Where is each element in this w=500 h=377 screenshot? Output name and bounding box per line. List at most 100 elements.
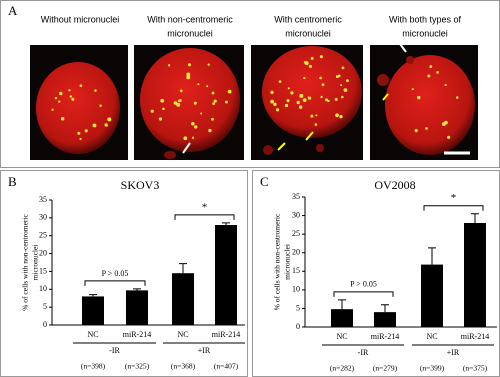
y-tick-label: 15 [39, 266, 47, 275]
significance-bracket [333, 291, 394, 297]
focus [162, 107, 165, 111]
focus [341, 66, 345, 70]
micronucleus [406, 56, 414, 64]
focus [447, 135, 451, 139]
arrow [399, 43, 407, 53]
bar [215, 225, 237, 325]
focus [427, 74, 431, 78]
significance-label: * [202, 201, 208, 213]
group-label: -IR [358, 348, 369, 357]
image-caption: With centromeric [274, 14, 342, 24]
focus [176, 102, 181, 107]
focus [411, 88, 414, 91]
bar [464, 223, 486, 327]
x-tick-label: NC [87, 330, 98, 339]
image-caption: micronuclei [285, 28, 331, 38]
chart-title: OV2008 [374, 178, 415, 192]
focus [60, 116, 65, 121]
focus [227, 89, 232, 94]
y-tick-label: 0 [43, 320, 47, 329]
error-bar [89, 294, 97, 297]
focus [337, 74, 341, 78]
y-tick-label: 20 [292, 248, 300, 257]
focus [68, 89, 71, 92]
nucleus [385, 55, 475, 155]
error-bar [338, 299, 346, 310]
focus [200, 112, 203, 115]
x-tick-label: miR-214 [371, 332, 399, 341]
focus [150, 109, 154, 113]
arrow [382, 93, 389, 101]
focus [319, 55, 323, 59]
focus [186, 72, 191, 77]
error-bar [428, 247, 436, 265]
y-tick-label: 15 [292, 266, 300, 275]
focus [158, 117, 163, 121]
focus [270, 99, 274, 104]
group-label: +IR [447, 348, 460, 357]
focus [335, 113, 339, 118]
error-bar [471, 213, 479, 223]
y-tick-label: 5 [43, 302, 47, 311]
y-tick-label: 30 [292, 210, 300, 219]
focus [425, 127, 428, 130]
y-tick-label: 35 [292, 192, 300, 201]
focus [310, 56, 314, 60]
focus [77, 131, 81, 135]
micronucleus [263, 145, 273, 155]
focus [94, 89, 97, 92]
focus [284, 103, 289, 108]
focus [315, 114, 318, 117]
micrographs [30, 43, 478, 160]
y-tick-label: 25 [39, 231, 47, 240]
focus [270, 90, 274, 94]
n-label: (n=325) [125, 362, 150, 371]
group-label: +IR [198, 346, 211, 355]
focus [296, 100, 300, 105]
significance-label: P > 0.05 [350, 280, 377, 289]
panel-label: C [260, 174, 269, 189]
n-label: (n=282) [330, 364, 355, 373]
micronucleus [316, 144, 324, 152]
focus [54, 96, 58, 100]
y-axis-label: micronuclei [31, 245, 40, 281]
focus [197, 83, 200, 86]
focus [58, 100, 61, 103]
y-tick-label: 10 [292, 285, 300, 294]
bar [126, 290, 148, 325]
image-caption: Without micronuclei [41, 14, 120, 24]
focus [327, 99, 330, 103]
focus [340, 84, 343, 87]
focus [314, 123, 318, 126]
focus [183, 136, 188, 141]
bar [172, 273, 194, 325]
x-tick-label: miR-214 [212, 330, 240, 339]
image-caption: With non-centromeric [147, 14, 233, 24]
y-tick-label: 35 [39, 195, 47, 204]
error-bar [179, 263, 187, 274]
image-caption: micronuclei [167, 28, 213, 38]
chart-title: SKOV3 [121, 178, 160, 192]
focus [160, 98, 165, 103]
focus [290, 91, 294, 95]
focus [167, 64, 171, 67]
y-axis-label: % of cells with non-centromeric [273, 213, 282, 310]
focus [302, 98, 307, 103]
y-tick-label: 20 [39, 248, 47, 257]
focus [173, 101, 178, 105]
group-label: -IR [109, 346, 120, 355]
y-axis-label: micronuclei [283, 244, 292, 280]
focus [211, 117, 214, 121]
focus [278, 80, 282, 84]
y-tick-label: 5 [296, 303, 300, 312]
focus [213, 99, 217, 103]
panel-label: A [8, 3, 18, 18]
bar [82, 296, 104, 325]
focus [325, 98, 329, 102]
focus [444, 83, 447, 87]
focus [310, 114, 314, 118]
focus [179, 89, 183, 93]
x-tick-label: miR-214 [461, 332, 489, 341]
focus [79, 137, 82, 141]
